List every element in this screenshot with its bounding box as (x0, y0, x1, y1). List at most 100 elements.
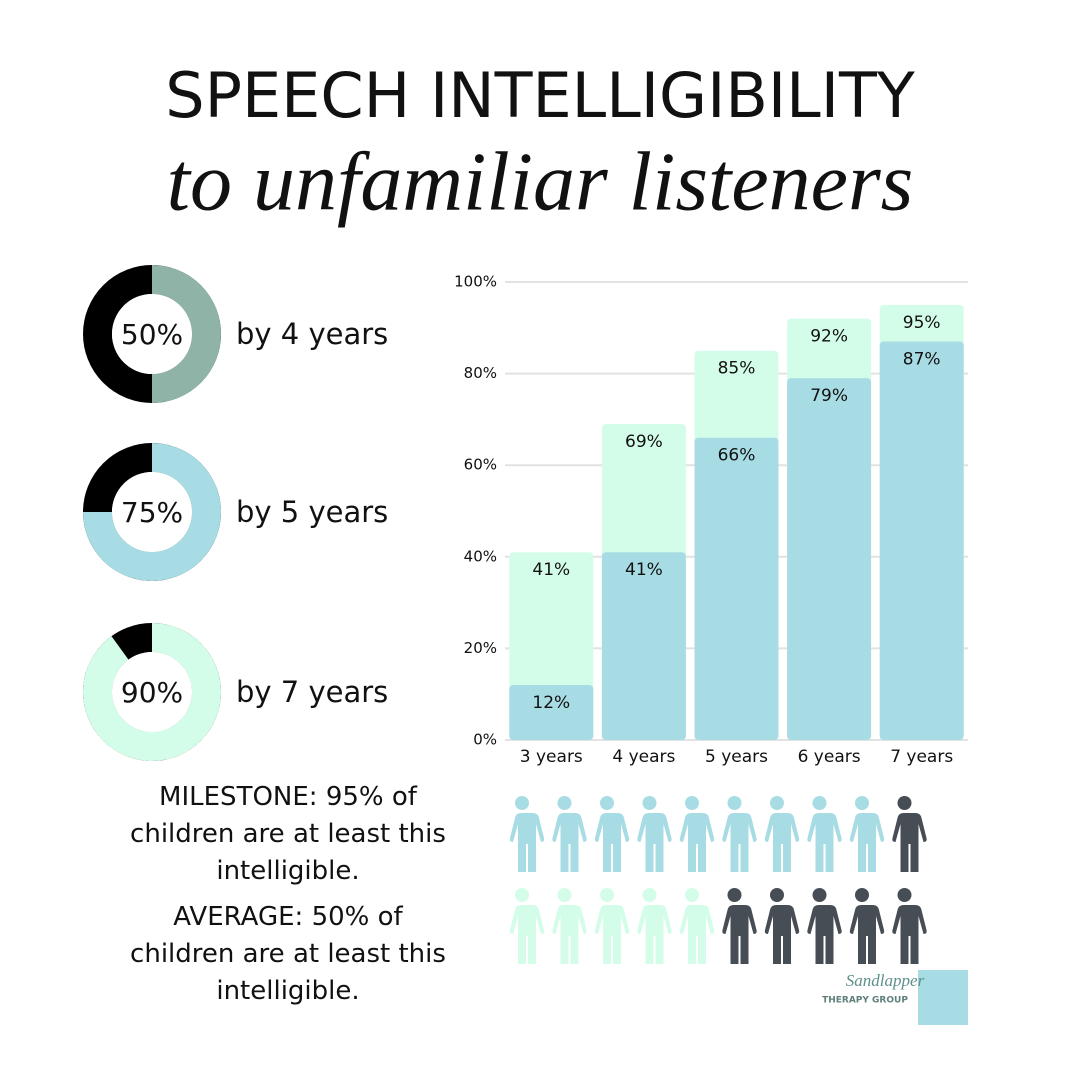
bar-value-label: 95% (903, 313, 941, 333)
person-part (849, 813, 885, 872)
donut-arc (152, 265, 221, 403)
person-part (727, 888, 742, 902)
person-icon (594, 888, 630, 964)
person-part (722, 813, 757, 872)
bar-value-label: 85% (718, 359, 756, 379)
person-icon (552, 796, 587, 872)
donut-arc (83, 623, 222, 761)
donut-caption: by 7 years (236, 675, 388, 709)
person-part (892, 813, 927, 872)
person-icon (679, 796, 715, 872)
person-part (679, 813, 715, 872)
bar-value-label: 41% (625, 560, 663, 580)
x-tick-label: 3 years (520, 747, 583, 767)
title: SPEECH INTELLIGIBILITY (165, 59, 915, 132)
x-tick-label: 5 years (705, 747, 768, 767)
donut-label: 75% (121, 496, 183, 529)
person-part (807, 813, 842, 872)
person-part (594, 813, 630, 872)
person-part (600, 796, 614, 810)
bar (601, 552, 686, 740)
bar (879, 341, 964, 740)
person-icon (892, 796, 927, 872)
donut-hole (112, 652, 192, 732)
person-icon (594, 796, 630, 872)
average-note: AVERAGE: 50% of children are at least th… (130, 902, 446, 1006)
person-part (637, 905, 672, 964)
bar-value-label: 12% (532, 693, 570, 713)
person-part (807, 905, 842, 964)
person-icon (637, 796, 672, 872)
y-tick-label: 60% (464, 456, 497, 474)
bar-value-label: 69% (625, 432, 663, 452)
logo-block (918, 970, 968, 1025)
subtitle: to unfamiliar listeners (167, 135, 914, 228)
logo-name: Sandlapper (846, 971, 925, 990)
person-part (727, 796, 742, 810)
person-part (685, 888, 699, 902)
person-part (685, 796, 699, 810)
person-icon (509, 796, 545, 872)
person-icon (764, 796, 800, 872)
person-icon (637, 888, 672, 964)
milestone-note: MILESTONE: 95% of children are at least … (130, 782, 446, 886)
person-part (642, 796, 657, 810)
person-icon (892, 888, 927, 964)
bar (509, 685, 594, 740)
person-icon (807, 888, 842, 964)
person-part (552, 813, 587, 872)
y-tick-label: 40% (464, 547, 497, 565)
x-tick-label: 4 years (612, 747, 675, 767)
person-part (722, 905, 757, 964)
person-icon (849, 888, 885, 964)
person-part (855, 796, 869, 810)
person-icon (807, 796, 842, 872)
bar (694, 437, 779, 740)
person-part (764, 813, 800, 872)
bar-value-label: 79% (810, 386, 848, 406)
person-part (637, 813, 672, 872)
person-part (679, 905, 715, 964)
person-icon (722, 888, 757, 964)
person-part (515, 796, 529, 810)
person-part (764, 905, 800, 964)
person-part (812, 888, 827, 902)
person-part (552, 905, 587, 964)
person-part (642, 888, 657, 902)
donut-caption: by 5 years (236, 495, 388, 529)
y-tick-label: 0% (473, 731, 497, 749)
person-part (892, 905, 927, 964)
person-part (897, 888, 912, 902)
person-icon (722, 796, 757, 872)
donut-hole (112, 472, 192, 552)
bar-value-label: 87% (903, 350, 941, 370)
bar (787, 378, 872, 740)
person-icon (764, 888, 800, 964)
person-part (509, 813, 545, 872)
person-part (509, 905, 545, 964)
y-tick-label: 20% (464, 639, 497, 657)
donut-arc (83, 443, 221, 581)
person-icon (509, 888, 545, 964)
y-tick-label: 100% (454, 273, 497, 291)
person-part (515, 888, 529, 902)
person-part (557, 888, 572, 902)
person-part (855, 888, 869, 902)
donut-label: 50% (121, 318, 183, 351)
person-part (594, 905, 630, 964)
person-icon (552, 888, 587, 964)
person-part (557, 796, 572, 810)
logo-tagline: THERAPY GROUP (822, 996, 908, 1006)
bar-value-label: 41% (532, 560, 570, 580)
x-tick-label: 7 years (890, 747, 953, 767)
person-part (897, 796, 912, 810)
person-icon (849, 796, 885, 872)
donut-caption: by 4 years (236, 317, 388, 351)
bar-value-label: 92% (810, 327, 848, 347)
person-part (600, 888, 614, 902)
bar-value-label: 66% (718, 446, 756, 466)
donut-label: 90% (121, 676, 183, 709)
donut-hole (112, 294, 192, 374)
